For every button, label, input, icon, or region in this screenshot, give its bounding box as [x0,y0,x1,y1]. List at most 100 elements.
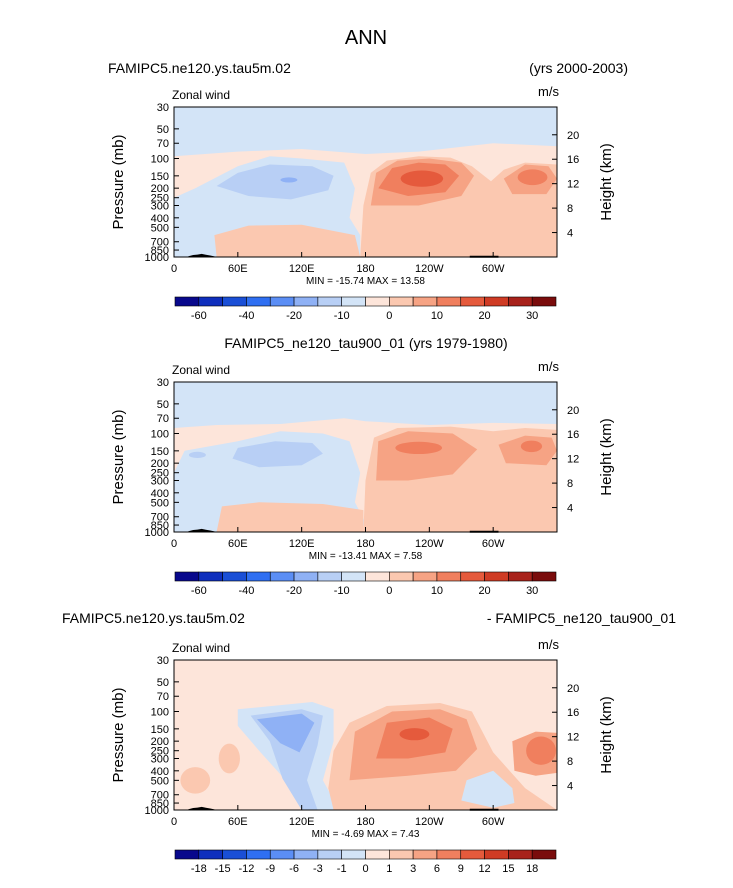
colorbar-swatch [222,849,247,860]
y2-axis: 20 16 12 8 4 [552,683,579,793]
y2-tick-label: 20 [567,405,579,417]
y-tick-label: 300 [151,753,169,765]
contour-region-2 [174,107,557,157]
colorbar-swatch [269,296,295,307]
contour-region-9 [395,441,443,455]
y-tick-label: 700 [151,237,169,249]
colorbar-swatch [412,571,438,582]
colorbar-label: 0 [386,585,392,597]
contour-region-12 [214,224,361,257]
contour-region-4 [216,164,334,200]
colorbar-swatch [174,849,200,860]
colorbar-swatch [365,296,390,307]
y2-tick-label: 8 [567,756,573,768]
colorbar-swatch [531,571,557,582]
variable-label: Zonal wind [172,363,230,377]
contour-fills [174,382,557,532]
y-tick-label: 700 [151,512,169,524]
panel-1-title-left: FAMIPC5.ne120.ys.tau5m.02 [108,60,291,76]
y2-tick-label: 8 [567,203,573,215]
colorbar-swatch [198,849,223,860]
contour-region-11 [461,770,515,808]
colorbar-swatch [293,849,319,860]
colorbar-swatch [341,849,366,860]
y2-tick-label: 16 [567,707,579,719]
y-tick-label: 300 [151,475,169,487]
y-axis-label: Pressure (mb) [110,409,127,504]
variable-label: Zonal wind [172,641,230,655]
y2-tick-label: 12 [567,179,579,191]
y-tick-label: 500 [151,775,169,787]
panel-3-title-left: FAMIPC5.ne120.ys.tau5m.02 [62,610,245,626]
colorbar-label: -60 [191,585,207,597]
min-max-stats: MIN = -15.74 MAX = 13.58 [306,276,425,287]
y2-axis-label: Height (km) [598,143,615,221]
contour-region-9 [400,170,444,187]
colorbar-swatch [269,571,295,582]
colorbar-swatch [317,849,342,860]
y-tick-label: 1000 [145,527,169,539]
x-tick-label: 180 [356,263,374,275]
x-tick-label: 120E [289,816,315,828]
colorbar-label: 6 [434,863,440,875]
surface-topography [186,806,217,810]
x-tick-label: 0 [171,263,177,275]
y-tick-label: 200 [151,736,169,748]
y2-tick-label: 12 [567,454,579,466]
contour-region-8 [399,728,430,741]
y-tick-label: 300 [151,200,169,212]
colorbar-swatch [460,296,485,307]
colorbar-swatch [198,296,223,307]
colorbar-label: -60 [191,310,207,322]
colorbar-label: 20 [478,585,490,597]
contour-region-11 [216,502,364,532]
x-tick-label: 180 [356,538,374,550]
y-tick-label: 850 [151,798,169,810]
colorbar-label: 0 [386,310,392,322]
colorbar-swatch [389,296,414,307]
colorbar: -60 -40 -20 -10 0 10 20 30 [174,571,557,597]
y2-axis: 20 16 12 8 4 [552,405,579,515]
colorbar-swatch [531,849,557,860]
colorbar-swatch [508,849,533,860]
colorbar-swatch [317,296,342,307]
colorbar-label: -15 [215,863,231,875]
colorbar-swatch [412,296,438,307]
panel-1-title-right: (yrs 2000-2003) [529,60,628,76]
page-title: ANN [345,27,387,49]
colorbar-swatch [246,296,271,307]
y-tick-label: 200 [151,458,169,470]
x-tick-label: 120W [415,538,444,550]
y2-tick-label: 16 [567,429,579,441]
y-tick-label: 400 [151,488,169,500]
y-axis-label: Pressure (mb) [110,687,127,782]
y-tick-label: 250 [151,746,169,758]
colorbar-swatch [484,571,509,582]
colorbar-label: -6 [289,863,299,875]
units-label: m/s [538,84,559,99]
colorbar: -18 -15 -12 -9 -6 -3 -1 0 1 3 6 9 12 15 18 [174,849,557,875]
colorbar-label: 9 [458,863,464,875]
contour-region-5 [280,177,298,183]
y-tick-label: 850 [151,520,169,532]
surface-topography [186,253,217,257]
y-tick-label: 1000 [145,252,169,264]
x-tick-label: 120E [289,263,315,275]
colorbar-swatch [460,571,485,582]
x-tick-label: 0 [171,816,177,828]
colorbar-label: 30 [526,585,538,597]
x-tick-label: 60W [482,263,505,275]
y-tick-label: 500 [151,222,169,234]
colorbar-label: -18 [191,863,207,875]
contour-region-7 [376,431,478,481]
y-axis-label: Pressure (mb) [110,134,127,229]
y-tick-label: 200 [151,183,169,195]
contour-region-2 [174,382,557,428]
contour-region-10 [526,736,556,765]
colorbar-swatch [174,296,200,307]
y-tick-label: 70 [157,413,169,425]
colorbar-swatch [531,296,557,307]
y2-tick-label: 4 [567,503,573,515]
y-tick-label: 50 [157,399,169,411]
colorbar-swatch [508,571,533,582]
